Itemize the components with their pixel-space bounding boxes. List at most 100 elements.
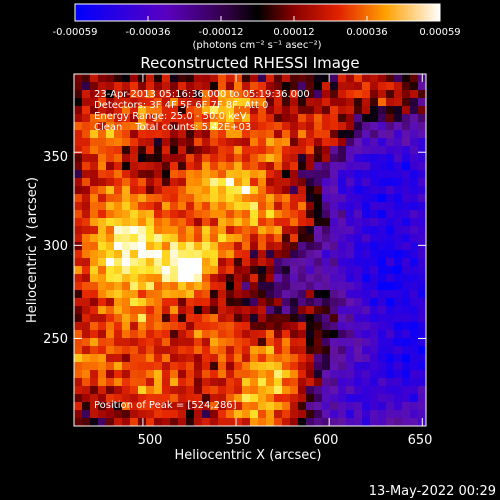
heatmap-cell [106,386,115,395]
heatmap-cell [394,162,403,171]
heatmap-cell [258,234,267,243]
heatmap-cell [242,394,251,403]
heatmap-cell [82,138,91,147]
heatmap-cell [186,290,195,299]
heatmap-cell [106,178,115,187]
heatmap-cell [346,258,355,267]
heatmap-cell [314,370,323,379]
heatmap-cell [354,418,363,426]
heatmap-cell [306,290,315,299]
heatmap-cell [354,330,363,339]
heatmap-cell [226,162,235,171]
heatmap-cell [154,338,163,347]
heatmap-cell [90,122,99,131]
heatmap-cell [194,146,203,155]
heatmap-cell [114,410,123,419]
heatmap-cell [346,130,355,139]
heatmap-cell [162,98,171,107]
heatmap-cell [218,98,227,107]
heatmap-cell [330,306,339,315]
heatmap-cell [122,194,131,203]
heatmap-cell [330,258,339,267]
heatmap-cell [242,330,251,339]
heatmap-cell [274,122,283,131]
heatmap-cell [314,314,323,323]
heatmap-cell [242,386,251,395]
heatmap-cell [354,290,363,299]
heatmap-cell [306,258,315,267]
heatmap-cell [410,82,419,91]
heatmap-cell [410,226,419,235]
heatmap-cell [202,146,211,155]
heatmap-cell [90,402,99,411]
heatmap-cell [346,226,355,235]
heatmap-cell [378,418,387,426]
heatmap-cell [146,98,155,107]
heatmap-cell [234,314,243,323]
heatmap-cell [98,274,107,283]
info-line-time: 23-Apr-2013 05:16:36.000 to 05:19:36.000 [94,89,310,100]
heatmap-cell [90,386,99,395]
heatmap-cell [146,290,155,299]
heatmap-cell [250,418,259,426]
heatmap-cell [98,418,107,426]
heatmap-cell [218,258,227,267]
heatmap-cell [386,362,395,371]
heatmap-cell [306,74,315,83]
heatmap-cell [138,266,147,275]
heatmap-cell [314,258,323,267]
heatmap-cell [170,74,179,83]
heatmap-cell [386,282,395,291]
heatmap-cell [298,402,307,411]
heatmap-cell [122,346,131,355]
heatmap-cell [322,178,331,187]
heatmap-cell [202,250,211,259]
heatmap-cell [202,226,211,235]
heatmap-cell [178,306,187,315]
heatmap-cell [226,386,235,395]
heatmap-cell [378,82,387,91]
heatmap-cell [266,202,275,211]
heatmap-cell [362,362,371,371]
heatmap-cell [378,146,387,155]
heatmap-cell [90,178,99,187]
heatmap-cell [354,394,363,403]
heatmap-cell [170,242,179,251]
heatmap-cell [186,210,195,219]
colorbar-tick-label: 0.00012 [273,27,314,38]
heatmap-cell [362,282,371,291]
heatmap-cell [154,130,163,139]
heatmap-cell [290,258,299,267]
heatmap-cell [402,282,411,291]
colorbar-ticks [74,16,441,21]
heatmap-cell [418,250,426,259]
heatmap-cell [218,290,227,299]
heatmap-cell [218,370,227,379]
heatmap-cell [418,258,426,267]
heatmap-cell [114,314,123,323]
heatmap-cell [146,330,155,339]
heatmap-cell [282,258,291,267]
heatmap-cell [290,218,299,227]
heatmap-cell [122,418,131,426]
heatmap-cell [170,370,179,379]
heatmap-cell [314,330,323,339]
heatmap-cell [234,106,243,115]
heatmap-cell [226,354,235,363]
x-tick-label: 550 [226,433,251,448]
heatmap-cell [418,170,426,179]
heatmap-cell [162,138,171,147]
heatmap-cell [306,186,315,195]
heatmap-cell [178,314,187,323]
heatmap-cell [370,386,379,395]
heatmap-cell [322,298,331,307]
heatmap-cell [266,226,275,235]
heatmap-cell [346,162,355,171]
heatmap-cell [106,250,115,259]
heatmap-cell [162,410,171,419]
heatmap-cell [394,242,403,251]
heatmap-cell [290,130,299,139]
heatmap-cell [418,82,426,91]
heatmap-cell [218,402,227,411]
heatmap-cell [226,250,235,259]
